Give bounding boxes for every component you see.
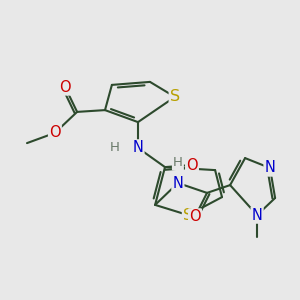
Text: O: O xyxy=(186,158,198,172)
Text: N: N xyxy=(172,176,183,190)
Text: N: N xyxy=(252,208,262,223)
Text: N: N xyxy=(133,140,143,155)
Text: O: O xyxy=(189,209,201,224)
Text: S: S xyxy=(183,208,193,223)
Text: H: H xyxy=(173,156,183,170)
Text: O: O xyxy=(59,80,71,94)
Text: N: N xyxy=(265,160,275,175)
Text: H: H xyxy=(110,141,120,154)
Text: O: O xyxy=(49,125,61,140)
Text: S: S xyxy=(170,89,180,104)
